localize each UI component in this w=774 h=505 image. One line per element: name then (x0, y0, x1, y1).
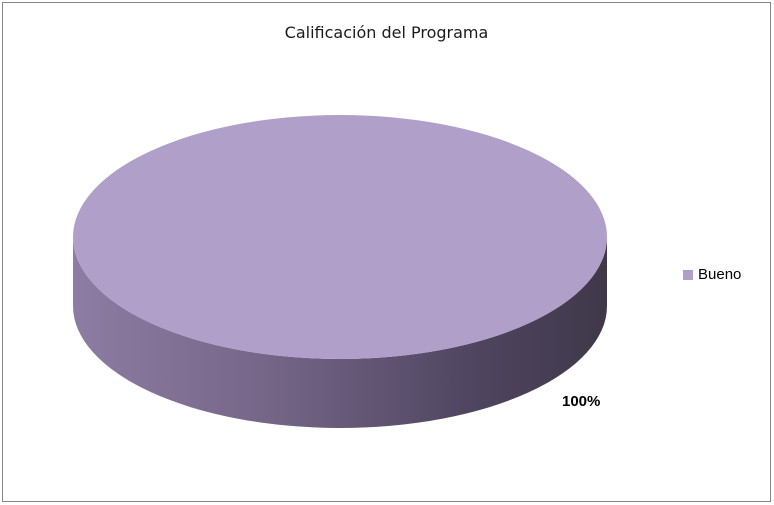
chart-title: Calificación del Programa (284, 23, 489, 42)
legend-swatch-bueno (683, 269, 693, 280)
legend-label-bueno: Bueno (698, 266, 742, 283)
legend: Bueno (683, 266, 741, 283)
data-label-bueno: 100% (562, 393, 601, 410)
pie-slice-side-bueno (73, 237, 607, 428)
pie-slice-bueno (73, 115, 607, 359)
